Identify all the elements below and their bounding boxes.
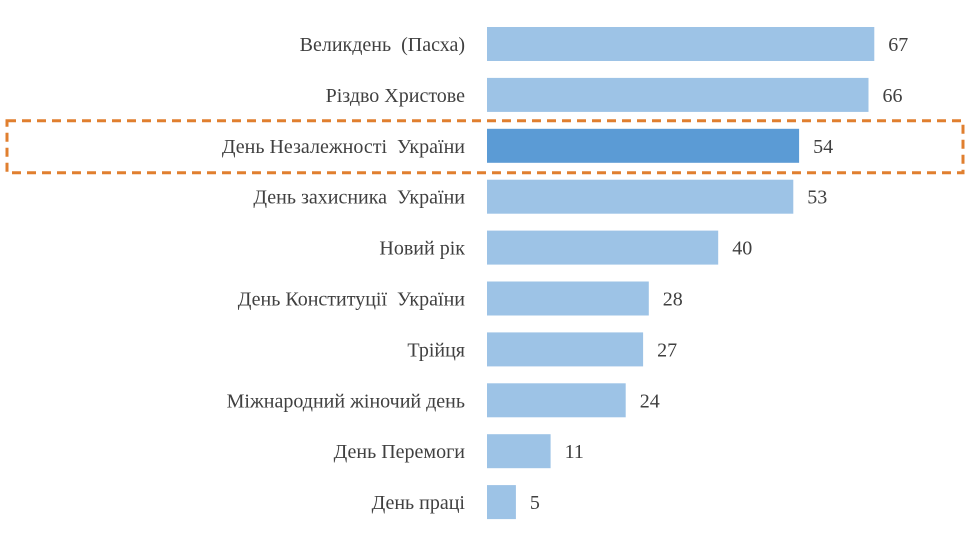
bar-8 (487, 383, 626, 418)
bar-5 (487, 230, 719, 265)
value-label-1: 67 (888, 34, 908, 56)
value-label-7: 27 (657, 339, 677, 361)
value-label-10: 5 (530, 492, 540, 514)
category-label-7: Трійця (407, 339, 465, 361)
category-label-1: Великдень (Пасха) (300, 34, 465, 56)
value-label-6: 28 (663, 289, 683, 311)
bar-10 (487, 485, 516, 520)
bar-9 (487, 434, 551, 469)
value-label-9: 11 (565, 441, 584, 463)
category-label-8: Міжнародний жіночий день (227, 390, 465, 412)
bars-layer (487, 27, 875, 520)
category-label-2: Різдво Христове (326, 85, 466, 107)
bar-3 (487, 128, 800, 163)
bar-1 (487, 27, 875, 61)
category-label-3: День Незалежності України (222, 136, 465, 158)
category-label-9: День Перемоги (334, 441, 466, 463)
bar-7 (487, 332, 644, 367)
category-label-5: Новий рік (379, 238, 465, 260)
value-label-4: 53 (807, 187, 827, 209)
category-label-10: День праці (372, 492, 466, 514)
value-label-8: 24 (640, 390, 660, 412)
value-label-3: 54 (813, 136, 833, 158)
category-label-4: День захисника України (253, 187, 465, 209)
category-label-6: День Конституції України (238, 289, 466, 311)
highlight-box (5, 119, 965, 175)
category-labels: Великдень (Пасха) Різдво Христове День Нез… (222, 34, 466, 514)
bar-2 (487, 77, 869, 112)
value-label-5: 40 (732, 238, 752, 260)
highlight-layer (5, 119, 965, 175)
value-label-2: 66 (883, 85, 903, 107)
value-labels: 67 66 54 53 40 28 27 24 11 5 (530, 34, 908, 514)
bar-4 (487, 179, 794, 214)
bar-6 (487, 281, 649, 316)
